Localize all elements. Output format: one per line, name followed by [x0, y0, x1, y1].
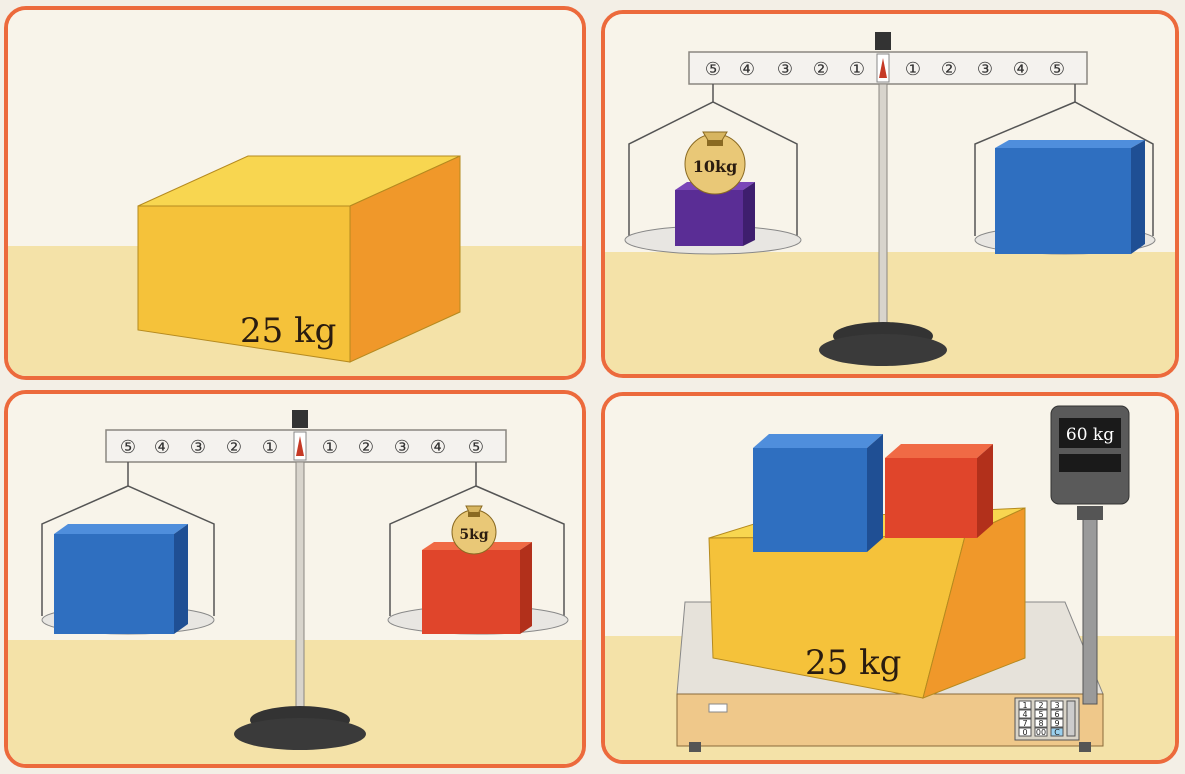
bag-label: 5kg — [459, 527, 488, 543]
panel-balance-5kg: ⑤ ④ ③ ② ① ① ② ③ ④ ⑤ — [4, 390, 586, 768]
keypad-key-label: 8 — [1038, 719, 1043, 728]
box-weight-label: 25 kg — [805, 643, 901, 683]
beam-tick: ④ — [430, 437, 446, 458]
scale-display — [1050, 405, 1130, 705]
beam-tick: ① — [849, 59, 865, 80]
beam-tick: ① — [322, 437, 338, 458]
beam-tick: ④ — [154, 437, 170, 458]
keypad-key[interactable] — [1034, 718, 1048, 728]
keypad-key[interactable] — [1050, 718, 1064, 728]
keypad-key[interactable] — [1034, 709, 1048, 719]
blue-box — [753, 434, 883, 552]
balance-base — [819, 322, 947, 366]
keypad-key[interactable] — [1050, 709, 1064, 719]
beam-tick: ⑤ — [468, 437, 484, 458]
display-readout: 60 kg — [1066, 425, 1114, 445]
keypad-key-label: 00 — [1036, 728, 1046, 737]
beam-tick: ③ — [777, 59, 793, 80]
keypad-key-label: 9 — [1054, 719, 1059, 728]
weight-bag-5kg — [451, 505, 497, 555]
red-box — [885, 444, 993, 538]
red-box — [422, 542, 532, 634]
keypad-key[interactable] — [1050, 700, 1064, 710]
panel-balance-10kg: ⑤ ④ ③ ② ① ① ② ③ ④ ⑤ — [601, 10, 1179, 378]
keypad-key-label: 6 — [1054, 710, 1059, 719]
beam-tick: ⑤ — [1049, 59, 1065, 80]
keypad-key-label: 3 — [1054, 701, 1059, 710]
balance-beam — [688, 32, 1088, 85]
balance-scene-2: ⑤ ④ ③ ② ① ① ② ③ ④ ⑤ — [8, 394, 582, 764]
keypad-key[interactable] — [1034, 700, 1048, 710]
keypad-key-label: C — [1054, 728, 1060, 737]
beam-tick: ⑤ — [120, 437, 136, 458]
bag-label: 10kg — [693, 157, 738, 176]
panel-yellow-box: 25 kg — [4, 6, 586, 380]
keypad-key-label: 2 — [1038, 701, 1043, 710]
keypad-key[interactable] — [1034, 727, 1048, 737]
keypad-key-label: 7 — [1022, 719, 1027, 728]
beam-tick: ④ — [739, 59, 755, 80]
blue-box — [995, 140, 1145, 254]
balance-scene-1: ⑤ ④ ③ ② ① ① ② ③ ④ ⑤ — [605, 14, 1175, 374]
keypad-key[interactable] — [1018, 727, 1032, 737]
balance-base — [234, 706, 366, 750]
beam-tick: ⑤ — [705, 59, 721, 80]
weight-bag-10kg — [684, 131, 746, 195]
box-weight-label: 25 kg — [240, 311, 336, 351]
beam-tick: ④ — [1013, 59, 1029, 80]
beam-tick: ② — [226, 437, 242, 458]
keypad-key[interactable] — [1018, 718, 1032, 728]
keypad-key-label: 1 — [1022, 701, 1027, 710]
keypad-key[interactable] — [1018, 700, 1032, 710]
keypad-key-label: 5 — [1038, 710, 1043, 719]
balance-beam — [105, 410, 507, 463]
beam-tick: ③ — [190, 437, 206, 458]
beam-tick: ② — [813, 59, 829, 80]
beam-tick: ① — [905, 59, 921, 80]
yellow-box-scene: 25 kg — [8, 10, 582, 376]
blue-box — [54, 524, 188, 634]
keypad-key[interactable] — [1018, 709, 1032, 719]
platform-scale-scene: 1 2 3 4 5 6 7 8 9 0 00 C — [605, 396, 1175, 760]
beam-tick: ② — [358, 437, 374, 458]
keypad-key-label: 0 — [1022, 728, 1027, 737]
beam-tick: ③ — [977, 59, 993, 80]
keypad-key-label: 4 — [1022, 710, 1027, 719]
beam-tick: ① — [262, 437, 278, 458]
yellow-box — [137, 155, 461, 363]
keypad-key[interactable] — [1050, 727, 1064, 737]
beam-tick: ③ — [394, 437, 410, 458]
panel-platform-scale: 1 2 3 4 5 6 7 8 9 0 00 C — [601, 392, 1179, 764]
beam-tick: ② — [941, 59, 957, 80]
